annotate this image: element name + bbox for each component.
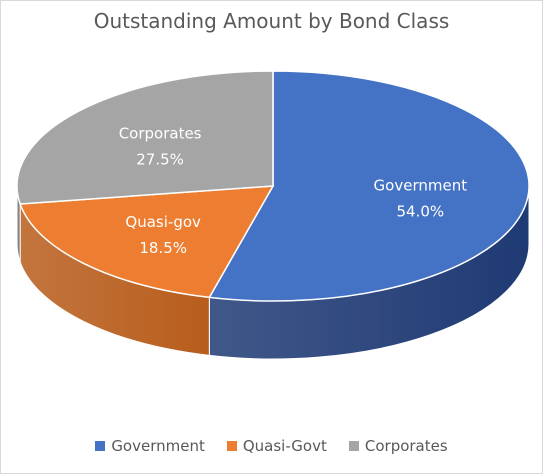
legend-label-corporates: Corporates bbox=[364, 437, 448, 455]
data-label-value-quasi-gov: 18.5% bbox=[139, 239, 187, 257]
legend-label-government: Government bbox=[111, 437, 205, 455]
legend-label-quasi-govt: Quasi-Govt bbox=[242, 437, 327, 455]
data-label-category-government: Government bbox=[374, 176, 468, 194]
pie-slice-corporates bbox=[16, 70, 274, 205]
pie-chart: Government 54.0% Quasi-gov 18.5% Corporates 2… bbox=[16, 70, 530, 360]
pie-slice-government bbox=[208, 70, 530, 302]
legend-item-quasi-govt: Quasi-Govt bbox=[226, 437, 327, 455]
chart-legend: Government Quasi-Govt Corporates bbox=[1, 437, 542, 455]
data-label-category-quasi-gov: Quasi-gov bbox=[125, 213, 201, 231]
data-label-value-corporates: 27.5% bbox=[136, 151, 184, 169]
legend-item-corporates: Corporates bbox=[348, 437, 448, 455]
legend-item-government: Government bbox=[95, 437, 205, 455]
chart-title: Outstanding Amount by Bond Class bbox=[93, 9, 450, 33]
data-label-category-corporates: Corporates bbox=[119, 125, 202, 143]
pie-slice-quasi-gov bbox=[19, 185, 275, 299]
legend-swatch-quasi-govt bbox=[226, 441, 237, 451]
legend-swatch-corporates bbox=[348, 441, 359, 451]
data-label-value-government: 54.0% bbox=[396, 202, 444, 220]
legend-swatch-government bbox=[95, 441, 106, 451]
